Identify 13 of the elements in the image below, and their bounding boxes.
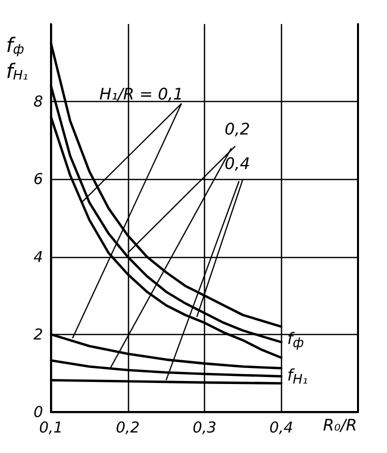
y-tick-label: 6 [33,170,43,188]
x-tick-label: 0,1 [39,418,63,436]
y-tick-label: 0 [33,403,43,421]
x-axis-title: R₀/R [323,416,358,434]
annotation: 0,2 [224,119,250,138]
annotation: 0,4 [224,154,250,174]
y-tick-label: 4 [33,248,43,266]
y-tick-label: 8 [33,92,43,111]
x-tick-label: 0,2 [116,418,140,436]
y-tick-label: 2 [33,325,43,344]
y-axis-title: fф fH₁ [6,33,28,84]
x-tick-label: 0,4 [269,418,294,436]
x-tick-label: 0,3 [192,418,216,436]
